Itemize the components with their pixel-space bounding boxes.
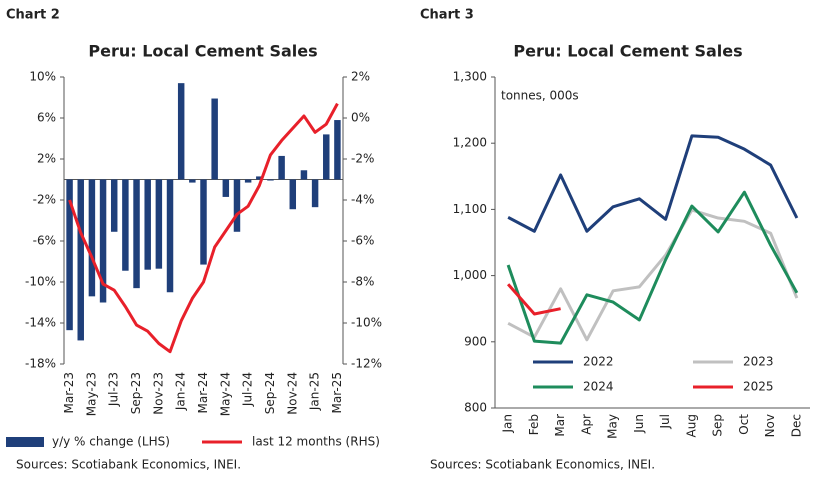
chart-label: Chart 3 <box>420 8 474 23</box>
bar <box>66 179 73 331</box>
y2-tick-label: -10% <box>351 316 382 330</box>
chart-title: Peru: Local Cement Sales <box>88 42 317 61</box>
bar <box>300 170 308 180</box>
y2-tick-label: 0% <box>351 111 370 125</box>
x-tick-label: May <box>606 414 620 439</box>
y-tick-label: 2% <box>37 152 56 166</box>
y2-tick-label: -4% <box>351 193 374 207</box>
x-tick-label: May-23 <box>84 372 98 416</box>
legend-label: 2022 <box>583 355 614 369</box>
y-tick-label: 6% <box>37 111 56 125</box>
bar <box>189 179 196 183</box>
bar <box>244 179 252 183</box>
x-tick-label: Jul <box>658 414 672 429</box>
y-tick-label: 1,200 <box>453 136 487 150</box>
bar <box>289 179 297 210</box>
x-tick-label: Jul-24 <box>241 372 255 407</box>
x-tick-label: Aug <box>684 414 698 437</box>
line <box>507 134 799 233</box>
x-tick-label: Mar-23 <box>62 372 76 413</box>
y2-tick-label: -8% <box>351 275 374 289</box>
bar <box>99 179 107 303</box>
legend-label: y/y % change (LHS) <box>52 435 170 449</box>
bar <box>256 176 263 180</box>
x-tick-label: Jan-25 <box>308 372 322 411</box>
bar <box>233 179 241 232</box>
y-tick-label: 900 <box>464 334 487 348</box>
line <box>506 190 799 345</box>
legend-label: last 12 months (RHS) <box>252 435 380 449</box>
line <box>68 102 339 354</box>
bar <box>211 98 218 180</box>
x-tick-label: Jul-23 <box>107 372 121 407</box>
bar <box>166 179 174 293</box>
x-tick-label: Dec <box>789 414 803 437</box>
y2-tick-label: -6% <box>351 234 374 248</box>
bar <box>267 179 274 181</box>
y-tick-label: -6% <box>33 234 56 248</box>
y-tick-label: 1,100 <box>453 202 487 216</box>
legend-swatch <box>6 437 44 447</box>
x-tick-label: May-24 <box>218 372 232 416</box>
bar <box>177 83 185 180</box>
y-tick-label: 1,000 <box>453 268 487 282</box>
y-tick-label: -10% <box>25 275 56 289</box>
line <box>506 283 561 316</box>
y2-tick-label: -2% <box>351 152 374 166</box>
bar <box>278 155 285 180</box>
y-tick-label: -18% <box>25 357 56 371</box>
y-tick-label: -2% <box>33 193 56 207</box>
bar <box>110 179 118 232</box>
x-tick-label: Apr <box>579 414 593 435</box>
x-tick-label: Oct <box>737 414 751 435</box>
y-tick-label: 10% <box>29 70 56 84</box>
x-tick-label: Mar-25 <box>330 372 344 413</box>
bar <box>200 179 207 265</box>
bar <box>144 179 151 270</box>
bar <box>122 179 129 271</box>
x-tick-label: Nov <box>763 414 777 437</box>
y2-tick-label: -12% <box>351 357 382 371</box>
x-tick-label: Nov-24 <box>285 372 299 415</box>
legend-label: 2024 <box>583 380 614 394</box>
bar <box>311 179 319 208</box>
x-tick-label: Sep <box>711 414 725 437</box>
x-tick-label: Mar-24 <box>196 372 210 413</box>
bar <box>334 120 341 180</box>
legend-label: 2025 <box>743 380 774 394</box>
x-tick-label: Mar <box>553 414 567 437</box>
x-tick-label: Jan-24 <box>174 372 188 411</box>
x-tick-label: Jan <box>501 414 515 434</box>
source: Sources: Scotiabank Economics, INEI. <box>16 458 241 472</box>
x-tick-label: Jun <box>632 414 646 434</box>
bar <box>88 179 96 297</box>
x-tick-label: Sep-23 <box>129 372 143 414</box>
chart-label: Chart 2 <box>6 8 60 23</box>
bar <box>222 179 230 197</box>
y2-tick-label: 2% <box>351 70 370 84</box>
x-tick-label: Sep-24 <box>263 372 277 414</box>
y-tick-label: 1,300 <box>453 70 487 84</box>
bar <box>323 134 330 180</box>
annotation: tonnes, 000s <box>501 89 579 103</box>
bar <box>77 179 84 341</box>
line <box>507 208 799 342</box>
y-tick-label: -14% <box>25 316 56 330</box>
y-tick-label: 800 <box>464 401 487 415</box>
source: Sources: Scotiabank Economics, INEI. <box>430 458 655 472</box>
bar <box>155 179 163 269</box>
x-tick-label: Nov-23 <box>151 372 165 415</box>
chart-title: Peru: Local Cement Sales <box>513 42 742 61</box>
x-tick-label: Feb <box>527 414 541 435</box>
bar <box>133 179 140 289</box>
legend-label: 2023 <box>743 355 774 369</box>
